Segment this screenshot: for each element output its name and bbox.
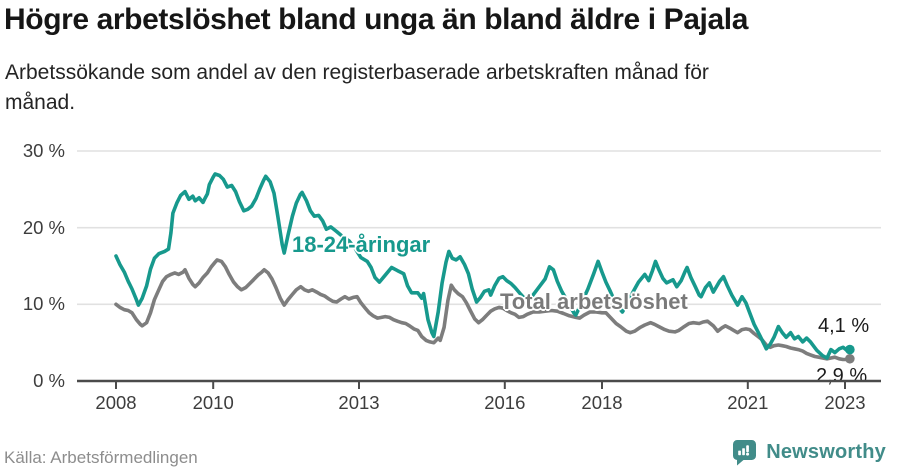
newsworthy-brand-name: Newsworthy <box>766 441 886 463</box>
source-note: Källa: Arbetsförmedlingen <box>4 448 198 467</box>
newsworthy-logo: Newsworthy <box>731 438 886 467</box>
page-title: Högre arbetslöshet bland unga än bland ä… <box>4 3 748 36</box>
chart-subtitle: Arbetssökande som andel av den registerb… <box>5 61 709 115</box>
newsworthy-speech-bubble-chart-icon <box>731 438 758 467</box>
end-value-label-youth: 4,1 % <box>818 315 870 337</box>
